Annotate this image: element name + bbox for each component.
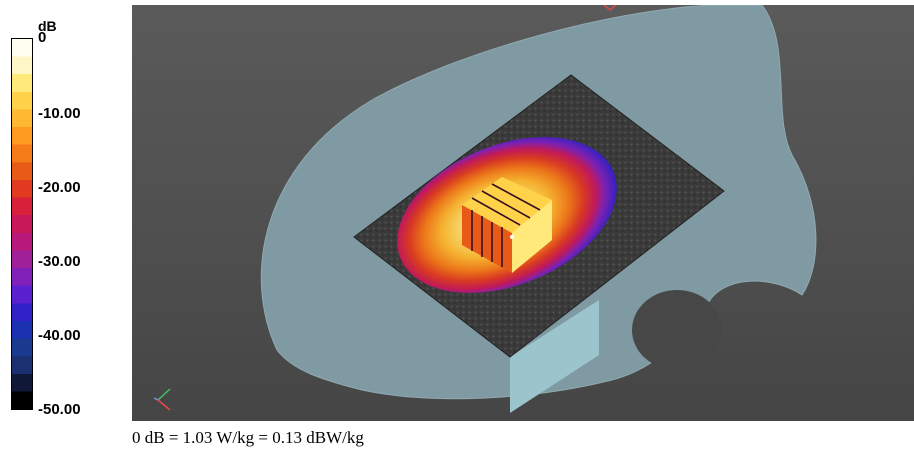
top-marker-icon	[603, 5, 617, 11]
phantom-cutout	[632, 290, 722, 370]
legend-unit-label: dB	[38, 18, 57, 34]
block-side-face	[510, 300, 599, 413]
sar-scene	[153, 5, 817, 413]
3d-viewport[interactable]	[132, 5, 914, 421]
legend-tick-3: -30.00	[38, 253, 81, 270]
sar-cube	[462, 177, 552, 273]
legend-tick-2: -20.00	[38, 179, 81, 196]
legend-tick-1: -10.00	[38, 105, 81, 122]
axis-gizmo	[153, 388, 171, 411]
legend-color-bar	[11, 38, 33, 410]
color-legend: dB 0 -10.00 -20.00 -30.00 -40.00 -50.00	[0, 0, 125, 425]
legend-tick-4: -40.00	[38, 327, 81, 344]
reference-level-caption: 0 dB = 1.03 W/kg = 0.13 dBW/kg	[132, 428, 364, 447]
legend-tick-5: -50.00	[38, 401, 81, 418]
legend-tick-0: 0	[38, 29, 47, 46]
